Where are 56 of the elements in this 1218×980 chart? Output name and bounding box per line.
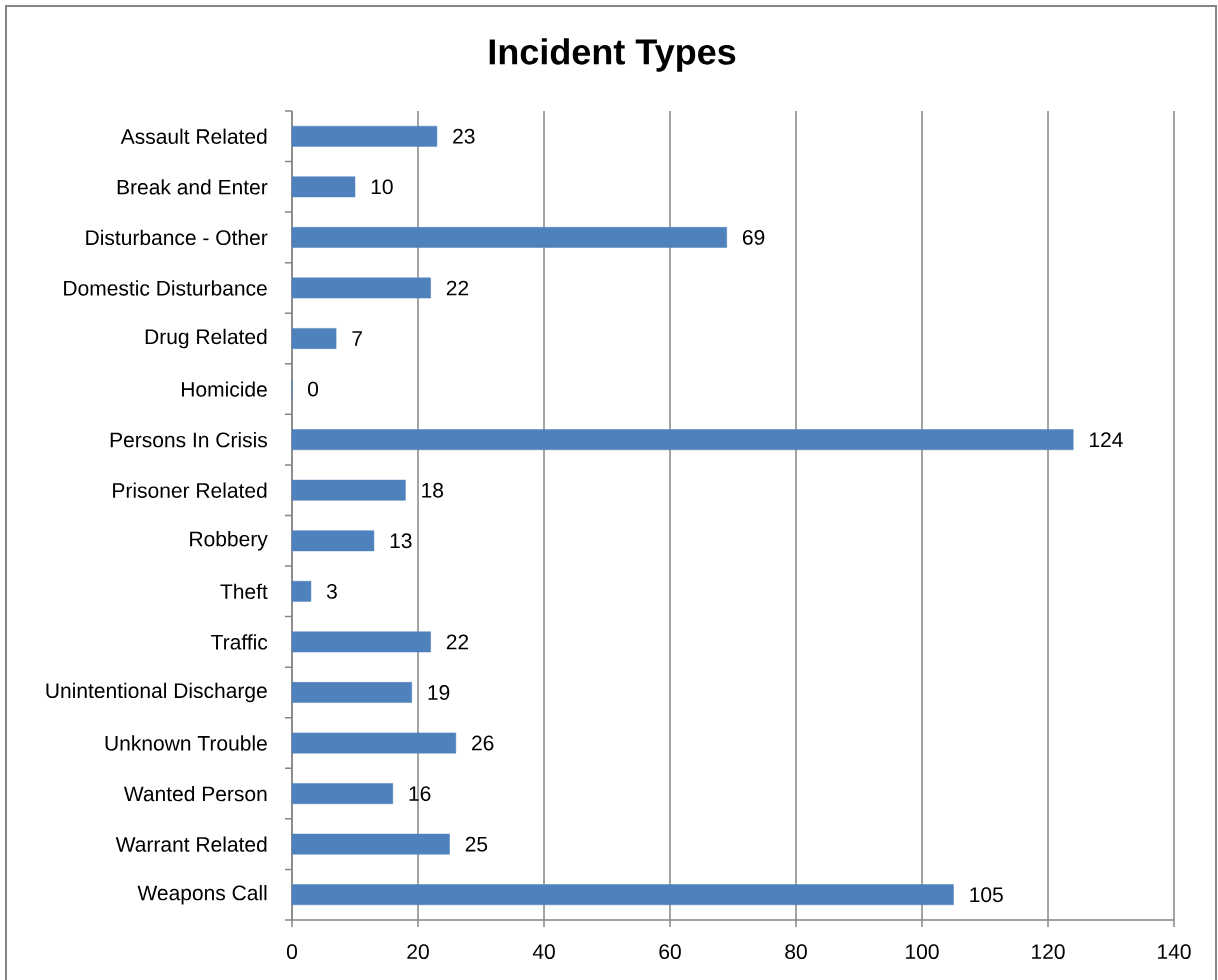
bar xyxy=(291,328,337,349)
y-tick-label: Prisoner Related xyxy=(113,482,267,498)
data-label: 22 xyxy=(446,634,469,650)
bar xyxy=(291,732,457,754)
y-tick-label: Break and Enter xyxy=(117,179,268,195)
bar xyxy=(291,682,412,703)
data-label: 16 xyxy=(409,786,431,802)
bar xyxy=(291,479,406,501)
x-tick-label: 0 xyxy=(286,944,298,960)
bar xyxy=(291,277,431,299)
data-label: 19 xyxy=(428,685,450,700)
y-tick-label: Disturbance - Other xyxy=(86,229,268,246)
data-label: 124 xyxy=(1090,432,1123,447)
data-label: 3 xyxy=(326,583,337,599)
y-tick-label: Persons In Crisis xyxy=(110,431,267,448)
y-tick-label: Theft xyxy=(220,583,268,600)
x-tick-label: 40 xyxy=(532,944,555,960)
data-label: 25 xyxy=(465,836,488,852)
y-tick-label: Homicide xyxy=(182,381,267,397)
x-tick-label: 120 xyxy=(1032,944,1065,960)
bar xyxy=(291,176,356,198)
y-tick-label: Weapons Call xyxy=(137,884,267,905)
y-tick-label: Unknown Trouble xyxy=(105,735,267,751)
data-label: 22 xyxy=(446,280,469,296)
bar xyxy=(291,783,394,804)
bar xyxy=(291,429,1074,451)
bar xyxy=(291,631,431,653)
data-label: 105 xyxy=(970,887,1003,903)
y-tick-label: Warrant Related xyxy=(115,836,267,852)
bar xyxy=(291,580,312,602)
y-tick-label: Traffic xyxy=(211,634,268,650)
y-tick-label: Unintentional Discharge xyxy=(46,682,267,703)
bar xyxy=(291,833,450,855)
x-tick-label: 80 xyxy=(785,944,807,960)
data-label: 26 xyxy=(472,735,494,751)
x-tick-label: 20 xyxy=(407,944,429,960)
x-tick-label: 140 xyxy=(1158,944,1191,960)
y-tick-label: Domestic Disturbance xyxy=(64,280,267,296)
bar xyxy=(291,227,727,248)
y-tick-label: Robbery xyxy=(190,530,268,551)
data-label: 10 xyxy=(371,179,393,195)
bar xyxy=(291,530,375,552)
bar xyxy=(291,125,438,147)
data-label: 18 xyxy=(422,482,444,498)
data-label: 69 xyxy=(742,229,765,245)
data-label: 13 xyxy=(390,533,412,549)
y-tick-label: Wanted Person xyxy=(123,785,267,802)
x-tick-label: 100 xyxy=(906,944,939,960)
bar xyxy=(291,884,954,906)
x-tick-label: 60 xyxy=(659,944,681,960)
chart-title: Incident Types xyxy=(489,38,736,72)
y-tick-label: Assault Related xyxy=(120,128,267,144)
y-tick-label: Drug Related xyxy=(145,328,267,349)
data-label: 0 xyxy=(308,381,319,397)
data-label: 23 xyxy=(453,128,475,144)
data-label: 7 xyxy=(352,331,362,346)
